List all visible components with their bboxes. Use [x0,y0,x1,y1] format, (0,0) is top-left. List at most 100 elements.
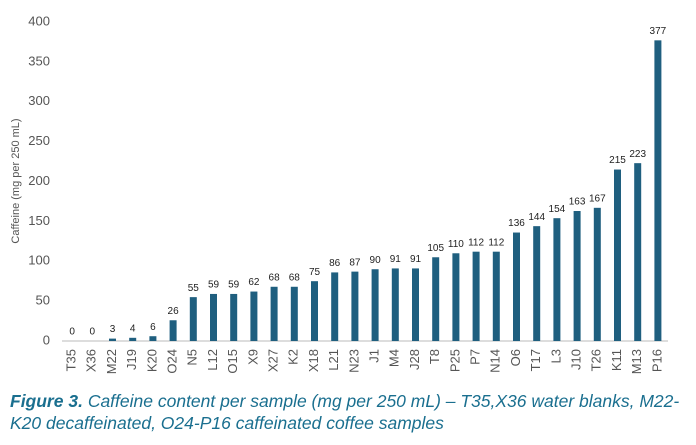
bar [391,268,399,341]
value-label: 110 [448,239,464,250]
y-tick-label: 400 [28,13,50,28]
x-tick-label: O24 [165,349,180,374]
x-tick-label: X27 [266,349,281,372]
bar [492,251,500,341]
y-tick-label: 50 [36,293,50,308]
value-label: 91 [410,254,422,265]
value-label: 55 [188,283,200,294]
x-tick-label: M22 [104,349,119,374]
value-label: 0 [69,327,75,338]
value-label: 144 [528,212,545,223]
value-label: 75 [309,267,321,278]
bar [311,281,318,341]
y-tick-label: 100 [28,253,50,268]
x-tick-label: N23 [346,349,361,373]
x-tick-label: T35 [64,349,79,371]
bar [573,211,581,341]
x-tick-label: M4 [387,349,402,367]
value-label: 163 [569,197,586,208]
value-label: 68 [289,272,301,283]
value-label: 6 [150,322,156,333]
value-label: 3 [110,324,116,335]
x-tick-label: K2 [286,349,301,365]
x-tick-label: J28 [407,349,422,370]
y-tick-label: 0 [43,332,50,347]
caption-label: Figure 3. [10,391,83,411]
value-label: 215 [609,155,626,166]
value-label: 68 [269,272,281,283]
bar [371,269,379,341]
bar [109,338,116,341]
bar [169,320,177,341]
y-axis-label: Caffeine (mg per 250 mL) [10,118,22,243]
bar [351,271,359,341]
value-label: 154 [549,204,566,215]
value-label: 59 [208,280,220,291]
bar [634,163,642,341]
value-label: 90 [370,255,382,266]
value-label: 59 [228,280,240,291]
caption-text: Caffeine content per sample (mg per 250 … [10,391,680,433]
bar [149,336,157,341]
y-tick-label: 250 [28,133,50,148]
bar [129,337,137,341]
bar [412,268,419,341]
y-tick-label: 200 [28,173,50,188]
x-tick-label: X18 [306,349,321,372]
value-label: 86 [329,258,341,269]
x-tick-label: J10 [569,349,584,370]
value-label: 91 [390,254,402,265]
x-tick-label: L12 [205,349,220,371]
value-label: 26 [168,306,180,317]
bar [290,286,298,341]
x-tick-label: T17 [528,349,543,371]
bar [654,40,662,341]
x-tick-label: O15 [225,349,240,374]
bar [331,272,339,341]
x-tick-label: T8 [427,349,442,364]
bar [614,169,621,341]
x-tick-label: L3 [548,349,563,363]
x-tick-label: X36 [84,349,99,372]
value-label: 112 [468,237,484,248]
x-tick-label: J19 [124,349,139,370]
bar [189,297,197,341]
x-tick-label: K20 [144,349,159,372]
caption: Figure 3. Caffeine content per sample (m… [10,390,690,434]
x-tick-label: K11 [609,349,624,371]
x-tick-label: N14 [488,349,503,373]
bar [593,207,601,341]
value-label: 4 [130,323,136,334]
bar [472,251,480,341]
value-label: 377 [650,26,667,37]
value-label: 62 [248,277,260,288]
bar [210,293,217,341]
value-label: 105 [427,243,444,254]
x-tick-label: J1 [367,349,382,363]
y-tick-label: 350 [28,53,50,68]
value-label: 87 [349,257,361,268]
x-tick-label: T26 [589,349,604,371]
y-tick-label: 150 [28,213,50,228]
bar [270,286,278,341]
bar [250,291,258,341]
x-tick-label: N5 [185,349,200,366]
bar [513,232,520,341]
bar [553,218,561,341]
value-label: 223 [629,149,646,160]
x-tick-label: L21 [326,349,341,371]
bar [452,253,460,341]
value-label: 136 [508,218,525,229]
value-label: 0 [90,327,96,338]
bar [432,257,440,341]
x-tick-label: O6 [508,349,523,366]
bar [533,226,541,341]
x-tick-label: X9 [245,349,260,365]
bar [230,293,238,341]
chart: Caffeine (mg per 250 mL) 0 50 100 150 200 250… [10,13,668,374]
x-tick-label: M13 [629,349,644,374]
x-tick-label: P7 [468,349,483,365]
value-label: 167 [589,193,606,204]
value-label: 112 [488,237,504,248]
